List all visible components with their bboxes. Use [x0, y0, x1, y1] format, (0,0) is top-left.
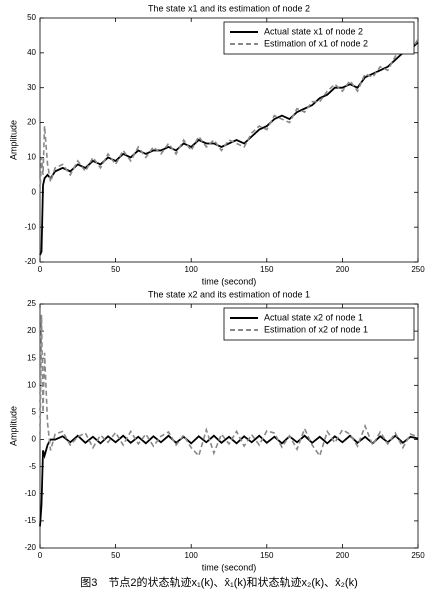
- x-axis-label: time (second): [202, 562, 257, 572]
- legend-label: Actual state x2 of node 1: [264, 312, 363, 322]
- y-tick-label: 40: [27, 48, 36, 57]
- x-tick-label: 0: [38, 265, 43, 274]
- y-tick-label: -20: [24, 257, 36, 266]
- y-axis-label: Amplitude: [8, 120, 18, 160]
- x-tick-label: 250: [411, 551, 425, 560]
- x-tick-label: 150: [260, 265, 274, 274]
- y-tick-label: 0: [32, 435, 37, 444]
- caption: 图3 节点2的状态轨迹x₁(k)、x̂₁(k)和状态轨迹x₂(k)、x̂₂(k): [80, 575, 358, 589]
- legend-box: [223, 307, 415, 341]
- y-tick-label: 30: [27, 83, 36, 92]
- x-tick-label: 0: [38, 551, 43, 560]
- x-tick-label: 250: [411, 265, 425, 274]
- y-tick-label: -20: [24, 543, 36, 552]
- y-tick-label: 25: [27, 299, 36, 308]
- y-tick-label: -10: [24, 222, 36, 231]
- x-axis-label: time (second): [202, 276, 257, 286]
- legend-label: Estimation of x2 of node 1: [264, 324, 368, 334]
- x-tick-label: 50: [111, 551, 120, 560]
- y-tick-label: -15: [24, 516, 36, 525]
- chart-title: The state x2 and its estimation of node …: [148, 289, 310, 299]
- plot-frame: [39, 17, 419, 263]
- x-tick-label: 100: [185, 265, 199, 274]
- y-tick-label: 0: [32, 187, 37, 196]
- y-tick-label: 15: [27, 353, 36, 362]
- data-line: [39, 434, 419, 527]
- data-line: [39, 38, 419, 193]
- y-tick-label: 5: [32, 408, 37, 417]
- x-tick-label: 200: [336, 265, 350, 274]
- y-axis-label: Amplitude: [8, 406, 18, 446]
- y-tick-label: 10: [27, 380, 36, 389]
- y-tick-label: 20: [27, 118, 36, 127]
- x-tick-label: 150: [260, 551, 274, 560]
- data-line: [39, 41, 419, 256]
- x-tick-label: 50: [111, 265, 120, 274]
- plot-frame: [39, 303, 419, 549]
- legend-label: Actual state x1 of node 2: [264, 26, 363, 36]
- y-tick-label: 50: [27, 13, 36, 22]
- data-line: [39, 314, 419, 458]
- y-tick-label: 20: [27, 326, 36, 335]
- x-tick-label: 100: [185, 551, 199, 560]
- x-tick-label: 200: [336, 551, 350, 560]
- y-tick-label: -10: [24, 489, 36, 498]
- chart-title: The state x1 and its estimation of node …: [148, 3, 310, 13]
- y-tick-label: -5: [29, 462, 37, 471]
- y-tick-label: 10: [27, 153, 36, 162]
- legend-label: Estimation of x1 of node 2: [264, 38, 368, 48]
- legend-box: [223, 21, 415, 55]
